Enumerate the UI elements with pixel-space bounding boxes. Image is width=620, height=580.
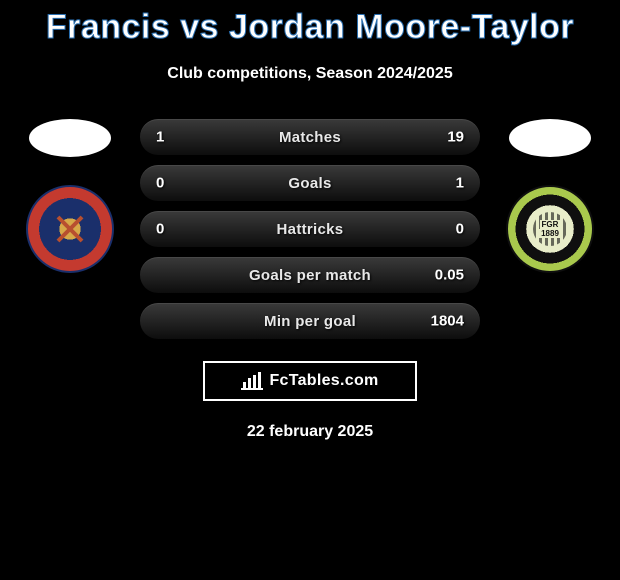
stat-label: Hattricks	[277, 221, 344, 238]
stat-left-value: 0	[156, 175, 164, 192]
stat-row-goals-per-match: Goals per match 0.05	[140, 257, 480, 293]
stat-label: Goals per match	[249, 267, 371, 284]
stat-left-value: 0	[156, 221, 164, 238]
right-player-col: FGR 1889	[500, 119, 600, 273]
stat-row-matches: 1 Matches 19	[140, 119, 480, 155]
stat-row-goals: 0 Goals 1	[140, 165, 480, 201]
stats-list: 1 Matches 19 0 Goals 1 0 Hattricks 0 Goa…	[140, 119, 480, 339]
brand-name: FcTables.com	[269, 372, 378, 390]
left-player-col	[20, 119, 120, 273]
comparison-card: Francis vs Jordan Moore-Taylor Club comp…	[0, 0, 620, 441]
subtitle: Club competitions, Season 2024/2025	[0, 65, 620, 83]
stat-right-value: 0	[456, 221, 464, 238]
stat-right-value: 19	[447, 129, 464, 146]
stat-right-value: 0.05	[435, 267, 464, 284]
stat-right-value: 1	[456, 175, 464, 192]
left-country-flag	[29, 119, 111, 157]
stat-row-hattricks: 0 Hattricks 0	[140, 211, 480, 247]
stat-label: Goals	[288, 175, 331, 192]
stat-label: Matches	[279, 129, 341, 146]
right-country-flag	[509, 119, 591, 157]
fgr-inner: FGR 1889	[508, 187, 592, 271]
stat-right-value: 1804	[431, 313, 464, 330]
stat-label: Min per goal	[264, 313, 356, 330]
left-club-badge	[26, 185, 114, 273]
fgr-abbr: FGR	[540, 220, 561, 229]
stat-left-value: 1	[156, 129, 164, 146]
bar-chart-icon	[241, 372, 263, 390]
stat-row-min-per-goal: Min per goal 1804	[140, 303, 480, 339]
right-club-badge: FGR 1889	[506, 185, 594, 273]
fgr-year: 1889	[539, 229, 561, 238]
brand-box[interactable]: FcTables.com	[203, 361, 417, 401]
date-label: 22 february 2025	[0, 423, 620, 441]
hammers-icon	[56, 215, 84, 243]
main-row: 1 Matches 19 0 Goals 1 0 Hattricks 0 Goa…	[0, 119, 620, 339]
page-title: Francis vs Jordan Moore-Taylor	[0, 8, 620, 47]
